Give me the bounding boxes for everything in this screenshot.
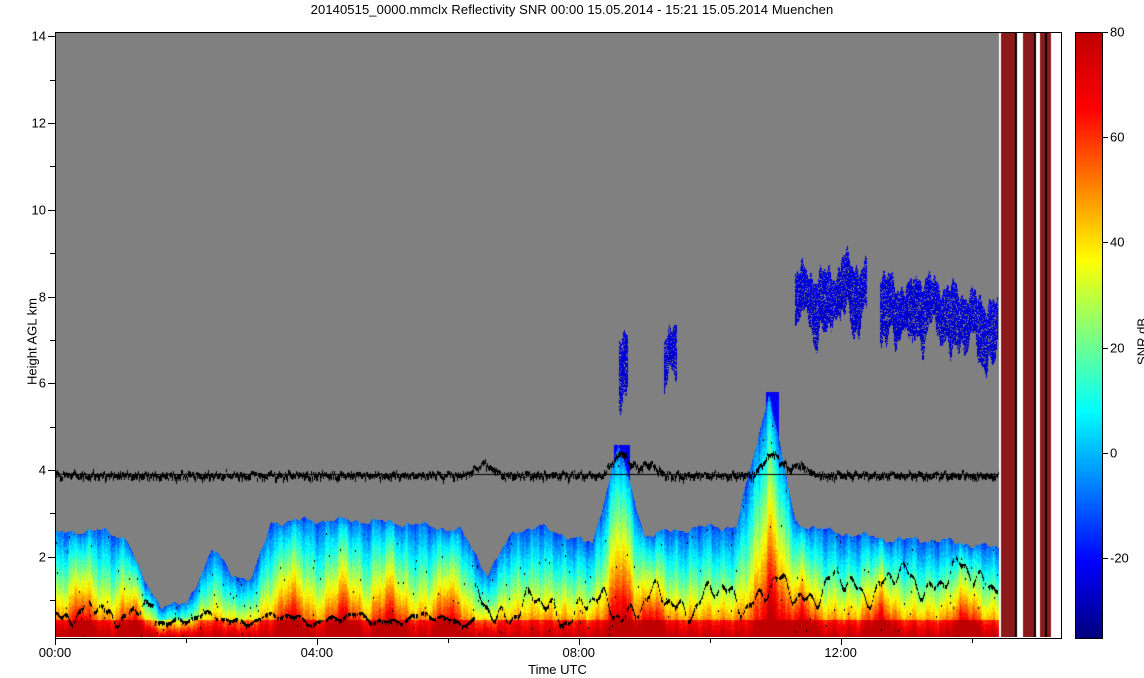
colorbar-tick [1102,242,1108,244]
x-tick-label: 00:00 [38,645,72,660]
y-tick [48,123,55,125]
colorbar-tick [1102,452,1108,454]
y-tick [48,556,55,558]
x-tick [185,638,187,643]
y-axis-label: Height AGL km [24,298,40,385]
x-tick [709,638,711,643]
y-tick [48,296,55,298]
radar-heatmap-plot [55,32,1060,637]
colorbar-tick-label: -20 [1110,550,1129,566]
y-tick-label: 10 [31,202,46,218]
y-tick-label: 6 [38,375,46,391]
y-axis: 2 4 6 8 10 12 14 [0,0,46,678]
x-tick [840,638,842,645]
y-tick [50,426,55,428]
x-tick [447,638,449,643]
x-tick [971,638,973,643]
y-tick [50,513,55,515]
colorbar-tick-label: 0 [1110,445,1118,461]
colorbar-tick-label: 20 [1110,340,1125,356]
y-tick [48,36,55,38]
y-tick [50,253,55,255]
y-tick [50,166,55,168]
x-tick [55,638,56,645]
y-tick-label: 14 [31,28,46,44]
colorbar-tick-label: 80 [1110,24,1125,40]
chart-title: 20140515_0000.mmclx Reflectivity SNR 00:… [310,2,834,17]
colorbar-tick [1102,32,1108,33]
y-tick [50,339,55,341]
y-tick [50,79,55,81]
colorbar-tick-label: 60 [1110,129,1125,145]
y-tick-label: 4 [38,462,46,478]
colorbar-tick [1102,137,1108,139]
colorbar-tick [1102,558,1108,560]
colorbar [1075,32,1103,639]
y-tick-label: 8 [38,289,46,305]
x-tick-label: 12:00 [824,645,857,660]
colorbar-label: SNR dB [1134,318,1144,365]
colorbar-tick [1102,347,1108,349]
colorbar-tick-label: 40 [1110,234,1125,250]
y-tick-label: 2 [38,549,46,565]
x-tick [578,638,580,645]
y-tick [48,470,55,472]
y-tick [48,209,55,211]
x-axis-label: Time UTC [528,662,587,677]
x-tick-label: 08:00 [562,645,596,660]
y-tick [48,383,55,385]
y-tick-label: 12 [31,115,46,131]
x-tick [316,638,318,645]
y-tick [50,600,55,602]
x-tick-label: 04:00 [300,645,334,660]
